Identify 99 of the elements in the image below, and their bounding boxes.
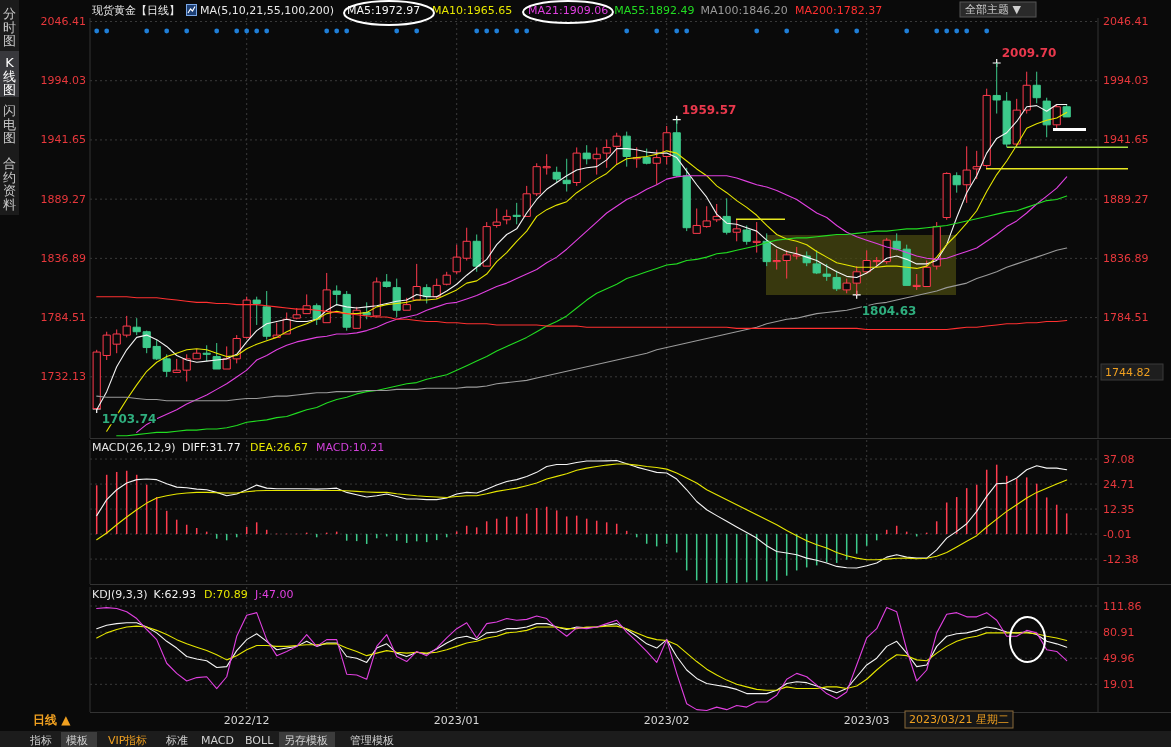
text: 合约资料 — [3, 155, 16, 211]
text: 模板 — [66, 733, 88, 747]
text: D:70.89 — [204, 587, 248, 601]
candlestick — [1062, 103, 1071, 118]
candlestick — [942, 171, 951, 221]
candlestick — [252, 296, 261, 326]
y-tick-label: 111.86 — [1103, 599, 1142, 613]
candlestick — [622, 131, 631, 168]
text: MA5:1972.97 — [347, 3, 421, 17]
y-tick-label: 1836.89 — [40, 251, 86, 265]
line-series — [96, 247, 1068, 402]
candlestick — [602, 139, 611, 169]
text: MA55:1892.49 — [614, 3, 695, 17]
y-tick-label: 1941.65 — [40, 133, 86, 147]
candlestick — [652, 149, 661, 186]
y-tick-label: 12.35 — [1103, 502, 1135, 516]
candlestick — [492, 208, 501, 229]
candlestick — [592, 146, 601, 176]
text: 指标 — [29, 733, 52, 747]
candlestick — [582, 144, 591, 165]
candlestick — [722, 197, 731, 235]
text: K:62.93 — [153, 587, 196, 601]
candlestick — [512, 202, 521, 225]
candlestick — [642, 148, 651, 165]
text: 闪电图 — [3, 102, 16, 145]
candlestick — [262, 290, 271, 341]
y-tick-label: 2046.41 — [40, 14, 86, 28]
candlestick — [482, 221, 491, 267]
text: 1744.82 — [1105, 365, 1151, 379]
legend-title: MA(5,10,21,55,100,200) — [200, 3, 335, 17]
x-tick-label: 2023/02 — [643, 713, 690, 727]
text: 另存模板 — [284, 733, 328, 747]
y-tick-label: -12.38 — [1103, 552, 1139, 566]
candlestick — [982, 88, 991, 169]
candlestick — [612, 132, 621, 165]
annotation: 1804.63 — [861, 303, 917, 318]
candlestick — [712, 203, 721, 223]
y-tick-label: 1994.03 — [40, 74, 86, 88]
candlestick — [832, 270, 841, 292]
candlestick — [552, 166, 561, 183]
candlestick — [422, 283, 431, 304]
candlestick — [392, 278, 401, 318]
legend-title: MACD(26,12,9) — [92, 440, 176, 454]
y-tick-label: 37.08 — [1103, 452, 1135, 466]
text: MA10:1965.65 — [432, 3, 513, 17]
candlestick — [752, 221, 761, 254]
y-tick-label: -0.01 — [1103, 527, 1132, 541]
annotation: 1959.57 — [681, 102, 737, 117]
candlestick — [732, 219, 741, 242]
line-series — [96, 607, 1068, 712]
text: BOLL — [245, 733, 275, 747]
candlestick — [162, 353, 171, 378]
candlestick — [472, 234, 481, 273]
candlestick — [292, 307, 301, 320]
candlestick — [742, 224, 751, 246]
y-tick-label: 1889.27 — [40, 192, 86, 206]
legend-title: KDJ(9,3,3) — [92, 587, 148, 601]
candlestick — [442, 271, 451, 286]
candlestick — [372, 276, 381, 318]
text: 分时图 — [3, 5, 16, 48]
text: 标准 — [165, 733, 188, 747]
candlestick — [212, 342, 221, 370]
chart-title: 现货黄金【日线】 — [92, 3, 180, 17]
y-tick-label: 1732.13 — [40, 370, 86, 384]
candlestick — [402, 297, 411, 311]
series-label: J:47.00 — [254, 587, 294, 601]
y-tick-label: 49.96 — [1103, 651, 1135, 665]
candlestick — [762, 232, 771, 267]
candlestick — [572, 146, 581, 187]
annotation: 2009.70 — [1001, 46, 1057, 60]
x-tick-label: 2023/01 — [433, 713, 480, 727]
y-tick-label: 24.71 — [1103, 477, 1135, 491]
candlestick — [382, 273, 391, 289]
x-tick-label: 2022/12 — [223, 713, 270, 727]
y-tick-label: 1784.51 — [40, 311, 86, 325]
text: MACD — [201, 733, 234, 747]
line-series — [96, 296, 1068, 331]
text: MA21:1909.06 — [528, 3, 609, 17]
text: 2023/03/21 星期二 — [909, 713, 1009, 726]
text: 管理模板 — [350, 733, 394, 747]
candlestick — [1052, 103, 1061, 131]
candlestick — [952, 171, 961, 194]
text: DEA:26.67 — [250, 440, 308, 454]
text: 全部主题 ▼ — [965, 3, 1022, 16]
candlestick — [202, 344, 211, 362]
text: MA100:1846.20 — [700, 3, 788, 17]
x-tick-label: 2023/03 — [843, 713, 890, 727]
text: 日线 ▲ — [33, 713, 72, 727]
text: MA200:1782.37 — [795, 3, 883, 17]
text: VIP指标 — [108, 733, 148, 747]
y-tick-label: 80.91 — [1103, 625, 1135, 639]
candlestick — [242, 296, 251, 340]
y-tick-label: 19.01 — [1103, 677, 1135, 691]
candlestick — [1032, 71, 1041, 104]
text: DIFF:31.77 — [182, 440, 241, 454]
annotation: MACD:10.21 — [316, 440, 385, 454]
candlestick — [562, 158, 571, 193]
candlestick — [502, 209, 511, 225]
candlestick — [432, 278, 441, 300]
